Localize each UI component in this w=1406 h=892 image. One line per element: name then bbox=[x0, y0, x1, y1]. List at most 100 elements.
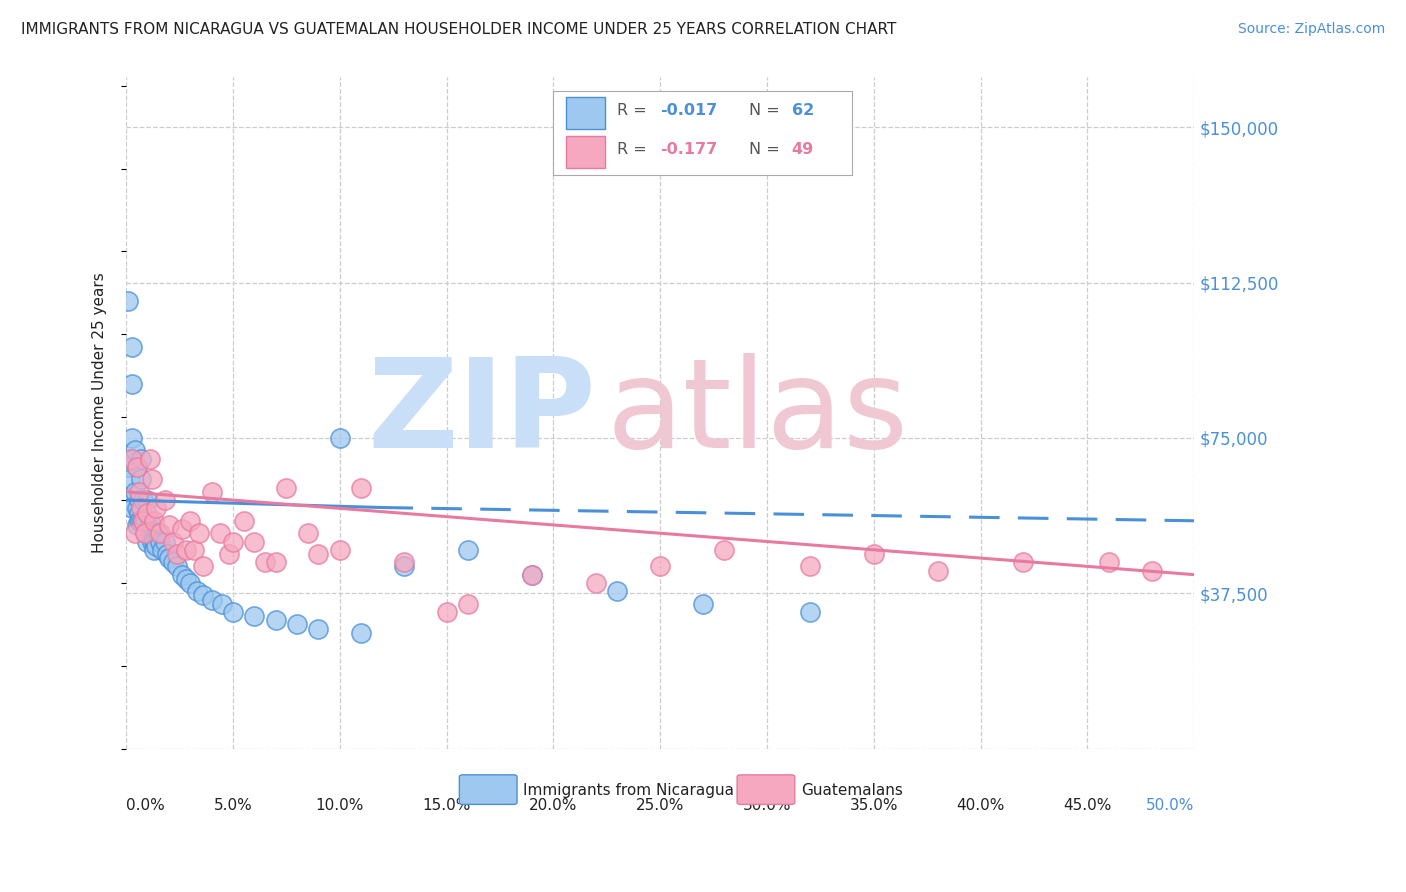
Point bbox=[713, 542, 735, 557]
Point bbox=[650, 559, 672, 574]
Point bbox=[264, 613, 287, 627]
Point bbox=[117, 459, 139, 474]
Point bbox=[121, 377, 143, 392]
Point bbox=[132, 514, 155, 528]
Text: 45.0%: 45.0% bbox=[1063, 798, 1112, 814]
Point bbox=[124, 526, 146, 541]
Point bbox=[129, 451, 152, 466]
Point bbox=[134, 514, 156, 528]
Text: IMMIGRANTS FROM NICARAGUA VS GUATEMALAN HOUSEHOLDER INCOME UNDER 25 YEARS CORREL: IMMIGRANTS FROM NICARAGUA VS GUATEMALAN … bbox=[21, 22, 897, 37]
Point bbox=[121, 451, 143, 466]
Point bbox=[152, 542, 174, 557]
Text: Source: ZipAtlas.com: Source: ZipAtlas.com bbox=[1237, 22, 1385, 37]
Point bbox=[520, 567, 543, 582]
Point bbox=[799, 605, 821, 619]
Point bbox=[145, 526, 167, 541]
Point bbox=[1098, 555, 1121, 569]
Point bbox=[134, 526, 156, 541]
Point bbox=[179, 576, 201, 591]
Point bbox=[520, 567, 543, 582]
Point bbox=[124, 484, 146, 499]
Point bbox=[125, 517, 148, 532]
Point bbox=[1140, 564, 1163, 578]
Point bbox=[862, 547, 884, 561]
Point bbox=[132, 493, 155, 508]
Text: N =: N = bbox=[749, 103, 785, 118]
Point bbox=[211, 597, 233, 611]
Point bbox=[276, 481, 298, 495]
Point bbox=[187, 526, 209, 541]
Point bbox=[222, 605, 245, 619]
Point bbox=[243, 534, 266, 549]
Point bbox=[285, 617, 308, 632]
Point bbox=[253, 555, 276, 569]
Point bbox=[200, 592, 222, 607]
Point bbox=[120, 493, 142, 508]
Point bbox=[153, 534, 176, 549]
Point bbox=[138, 522, 160, 536]
Point bbox=[146, 526, 169, 541]
Point bbox=[799, 559, 821, 574]
Text: 49: 49 bbox=[792, 142, 814, 157]
Point bbox=[392, 555, 415, 569]
Point bbox=[307, 622, 329, 636]
Text: 5.0%: 5.0% bbox=[214, 798, 252, 814]
Point bbox=[264, 555, 287, 569]
Text: R =: R = bbox=[617, 103, 652, 118]
Point bbox=[141, 472, 163, 486]
FancyBboxPatch shape bbox=[737, 775, 794, 805]
Point bbox=[243, 609, 266, 624]
Point bbox=[174, 542, 197, 557]
Point bbox=[157, 517, 180, 532]
Point bbox=[329, 542, 352, 557]
Point bbox=[125, 501, 148, 516]
Point bbox=[232, 514, 254, 528]
Point bbox=[457, 597, 479, 611]
Point bbox=[329, 431, 352, 445]
Point bbox=[606, 584, 628, 599]
Point bbox=[174, 572, 197, 586]
Point bbox=[141, 526, 163, 541]
Point bbox=[200, 484, 222, 499]
Point bbox=[692, 597, 714, 611]
Point bbox=[191, 588, 214, 602]
Point bbox=[128, 493, 150, 508]
Point bbox=[132, 514, 155, 528]
Text: 50.0%: 50.0% bbox=[1146, 798, 1194, 814]
Bar bbox=[567, 97, 605, 129]
Text: 62: 62 bbox=[792, 103, 814, 118]
FancyBboxPatch shape bbox=[460, 775, 517, 805]
Point bbox=[120, 451, 142, 466]
Point bbox=[120, 472, 142, 486]
Point bbox=[121, 431, 143, 445]
Point bbox=[134, 526, 156, 541]
Point bbox=[170, 567, 193, 582]
Point bbox=[457, 542, 479, 557]
Point bbox=[128, 484, 150, 499]
Bar bbox=[567, 136, 605, 168]
Point bbox=[927, 564, 949, 578]
Text: Guatemalans: Guatemalans bbox=[801, 783, 903, 797]
Point bbox=[129, 501, 152, 516]
Point bbox=[142, 514, 165, 528]
Point bbox=[585, 576, 607, 591]
Text: -0.017: -0.017 bbox=[661, 103, 717, 118]
Point bbox=[117, 294, 139, 309]
Point bbox=[191, 559, 214, 574]
Point bbox=[129, 514, 152, 528]
Point bbox=[136, 506, 159, 520]
Point bbox=[179, 514, 201, 528]
Text: 35.0%: 35.0% bbox=[849, 798, 898, 814]
Point bbox=[141, 534, 163, 549]
Y-axis label: Householder Income Under 25 years: Householder Income Under 25 years bbox=[93, 273, 107, 553]
Point bbox=[350, 625, 373, 640]
Text: 25.0%: 25.0% bbox=[636, 798, 685, 814]
Point bbox=[129, 472, 152, 486]
Point bbox=[121, 501, 143, 516]
Point bbox=[149, 534, 172, 549]
Text: 30.0%: 30.0% bbox=[742, 798, 792, 814]
Point bbox=[128, 514, 150, 528]
Point bbox=[222, 534, 245, 549]
Point bbox=[297, 526, 319, 541]
Point bbox=[138, 514, 160, 528]
